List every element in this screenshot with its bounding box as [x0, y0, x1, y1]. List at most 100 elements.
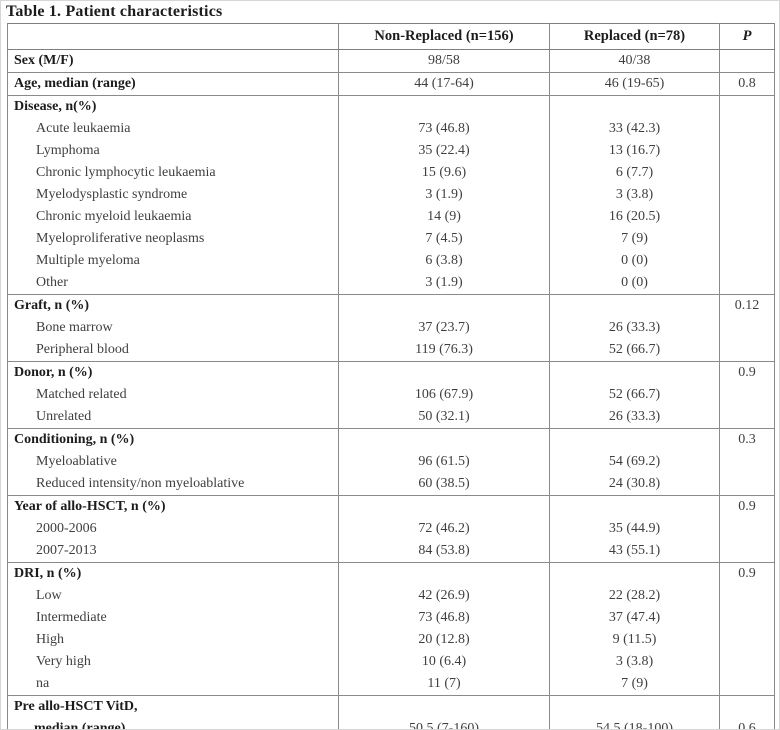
cell-replaced: 0 (0): [549, 250, 720, 272]
cell-non-replaced: 10 (6.4): [338, 651, 550, 673]
cell-non-replaced: 7 (4.5): [338, 228, 550, 250]
table-row: Acute leukaemia 73 (46.8) 33 (42.3): [7, 118, 775, 140]
cell-non-replaced: 44 (17-64): [338, 72, 550, 96]
row-label: Low: [7, 585, 339, 607]
table-row: Pre allo-HSCT VitD, median (range) 50.5 (7…: [7, 695, 775, 730]
cell-replaced: 3 (3.8): [549, 651, 720, 673]
cell-p-value: [719, 272, 775, 295]
cell-non-replaced: 3 (1.9): [338, 184, 550, 206]
row-label-line2: median (range): [34, 721, 126, 730]
cell-replaced: 26 (33.3): [549, 317, 720, 339]
row-label: 2007-2013: [7, 540, 339, 563]
table-row: Intermediate 73 (46.8) 37 (47.4): [7, 607, 775, 629]
table-body: Sex (M/F) 98/58 40/38 Age, median (range) 44…: [7, 49, 775, 730]
cell-replaced: [549, 495, 720, 518]
cell-p-value: [719, 95, 775, 118]
table-row: Donor, n (%) 0.9: [7, 361, 775, 384]
cell-p-value: 0.9: [719, 361, 775, 384]
cell-non-replaced: 73 (46.8): [338, 118, 550, 140]
table-row: Very high 10 (6.4) 3 (3.8): [7, 651, 775, 673]
cell-replaced: 33 (42.3): [549, 118, 720, 140]
cell-replaced: 54.5 (18-100): [549, 695, 720, 729]
patient-characteristics-table: Non-Replaced (n=156) Replaced (n=78) P S…: [7, 23, 775, 730]
cell-non-replaced: 42 (26.9): [338, 585, 550, 607]
row-label: High: [7, 629, 339, 651]
cell-p-value: [719, 406, 775, 429]
table-row: Myeloablative 96 (61.5) 54 (69.2): [7, 451, 775, 473]
table-row: Matched related 106 (67.9) 52 (66.7): [7, 384, 775, 406]
cell-replaced: 52 (66.7): [549, 384, 720, 406]
row-label: Multiple myeloma: [7, 250, 339, 272]
cell-non-replaced: 20 (12.8): [338, 629, 550, 651]
row-label: Peripheral blood: [7, 339, 339, 362]
cell-replaced: [549, 428, 720, 451]
table-row: Chronic myeloid leukaemia 14 (9) 16 (20.5): [7, 206, 775, 228]
cell-non-replaced: [338, 562, 550, 585]
table-row: Other 3 (1.9) 0 (0): [7, 272, 775, 295]
table-row: Low 42 (26.9) 22 (28.2): [7, 585, 775, 607]
row-label: Lymphoma: [7, 140, 339, 162]
cell-replaced: 37 (47.4): [549, 607, 720, 629]
table-row: 2007-2013 84 (53.8) 43 (55.1): [7, 540, 775, 563]
cell-non-replaced: 84 (53.8): [338, 540, 550, 563]
row-label: 2000-2006: [7, 518, 339, 540]
cell-non-replaced: 6 (3.8): [338, 250, 550, 272]
cell-non-replaced: 37 (23.7): [338, 317, 550, 339]
cell-replaced: 7 (9): [549, 673, 720, 696]
cell-non-replaced: 119 (76.3): [338, 339, 550, 362]
cell-non-replaced: [338, 361, 550, 384]
row-label: DRI, n (%): [7, 562, 339, 585]
table-row: Chronic lymphocytic leukaemia 15 (9.6) 6 (…: [7, 162, 775, 184]
cell-p-value: 0.9: [719, 562, 775, 585]
row-label: Very high: [7, 651, 339, 673]
cell-non-replaced: 35 (22.4): [338, 140, 550, 162]
table-row: Reduced intensity/non myeloablative 60 (3…: [7, 473, 775, 496]
cell-non-replaced: 15 (9.6): [338, 162, 550, 184]
header-non-replaced: Non-Replaced (n=156): [338, 23, 550, 50]
cell-non-replaced: 72 (46.2): [338, 518, 550, 540]
row-label: Myelodysplastic syndrome: [7, 184, 339, 206]
row-label: Reduced intensity/non myeloablative: [7, 473, 339, 496]
header-replaced: Replaced (n=78): [549, 23, 720, 50]
cell-p-value: [719, 585, 775, 607]
cell-p-value: [719, 451, 775, 473]
cell-p-value: 0.3: [719, 428, 775, 451]
table-row: Bone marrow 37 (23.7) 26 (33.3): [7, 317, 775, 339]
cell-p-value: [719, 629, 775, 651]
cell-non-replaced: [338, 294, 550, 317]
cell-replaced: [549, 95, 720, 118]
table-row: Myeloproliferative neoplasms 7 (4.5) 7 (9): [7, 228, 775, 250]
row-label: Conditioning, n (%): [7, 428, 339, 451]
row-label: Age, median (range): [7, 72, 339, 96]
table-title: Table 1. Patient characteristics: [6, 3, 223, 20]
cell-non-replaced: 106 (67.9): [338, 384, 550, 406]
table-row: Disease, n(%): [7, 95, 775, 118]
table-row: Age, median (range) 44 (17-64) 46 (19-65) 0…: [7, 72, 775, 96]
cell-replaced: [549, 562, 720, 585]
cell-p-value: [719, 473, 775, 496]
row-label: Chronic lymphocytic leukaemia: [7, 162, 339, 184]
table-row: High 20 (12.8) 9 (11.5): [7, 629, 775, 651]
row-label: Myeloproliferative neoplasms: [7, 228, 339, 250]
cell-p-value: 0.8: [719, 72, 775, 96]
row-label: Myeloablative: [7, 451, 339, 473]
cell-p-value: [719, 317, 775, 339]
cell-replaced: 7 (9): [549, 228, 720, 250]
cell-replaced: 22 (28.2): [549, 585, 720, 607]
cell-p-value: [719, 228, 775, 250]
cell-non-replaced: 14 (9): [338, 206, 550, 228]
cell-non-replaced: 96 (61.5): [338, 451, 550, 473]
cell-replaced: 24 (30.8): [549, 473, 720, 496]
cell-p-value: [719, 384, 775, 406]
row-label: na: [7, 673, 339, 696]
cell-non-replaced: [338, 95, 550, 118]
row-label: Disease, n(%): [7, 95, 339, 118]
row-label: Bone marrow: [7, 317, 339, 339]
row-label: Intermediate: [7, 607, 339, 629]
cell-p-value: [719, 651, 775, 673]
header-row: Non-Replaced (n=156) Replaced (n=78) P: [7, 23, 775, 50]
cell-p-value: [719, 140, 775, 162]
table-row: Year of allo-HSCT, n (%) 0.9: [7, 495, 775, 518]
table-row: Conditioning, n (%) 0.3: [7, 428, 775, 451]
cell-replaced: 35 (44.9): [549, 518, 720, 540]
